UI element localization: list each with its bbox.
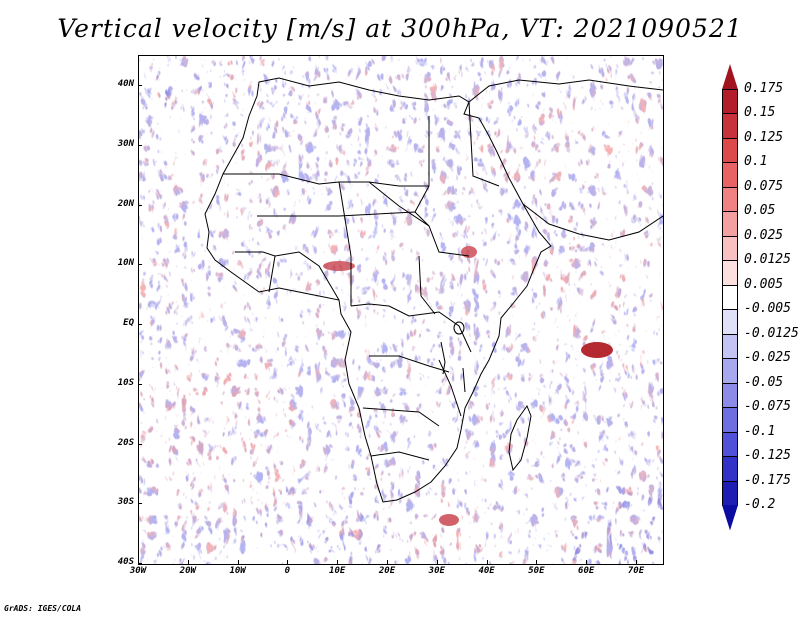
field-neutral-texture [139, 56, 663, 564]
lat-label: 40S [117, 557, 134, 567]
colorbar-swatch [722, 137, 738, 163]
colorbar-swatch [722, 309, 738, 335]
map-canvas [139, 56, 663, 564]
colorbar-label: -0.025 [744, 350, 791, 365]
lon-label: 20E [378, 566, 396, 576]
lon-label: 40E [478, 566, 495, 576]
colorbar-label: -0.1 [744, 423, 776, 439]
colorbar-swatch [722, 382, 738, 408]
colorbar-label: 0.1 [744, 154, 768, 169]
colorbar-swatch [722, 113, 738, 139]
lat-tick [138, 503, 142, 505]
colorbar-label: 0.15 [744, 105, 776, 120]
lon-label: 0 [284, 566, 291, 576]
lat-label: 30N [117, 138, 134, 149]
colorbar-swatch [722, 162, 738, 188]
lon-label: 70E [627, 566, 645, 576]
colorbar-label: 0.025 [744, 227, 784, 243]
lat-label: 40N [117, 79, 134, 89]
lakes [440, 321, 466, 393]
colorbar-label: -0.2 [744, 497, 776, 512]
lat-tick [138, 85, 142, 86]
colorbar-swatch [722, 480, 738, 506]
colorbar-swatch [722, 235, 738, 261]
colorbar-label: 0.005 [744, 276, 784, 292]
lon-tick [536, 560, 538, 564]
map-panel [138, 55, 664, 565]
footer-credit: GrADS: IGES/COLA [4, 604, 82, 613]
colorbar-label: -0.05 [744, 374, 784, 390]
lon-label: 20W [179, 566, 196, 576]
lat-label: 20N [117, 198, 134, 209]
lon-tick [436, 560, 438, 564]
lon-tick [337, 560, 339, 564]
lat-tick [138, 383, 142, 385]
lon-label: 30E [428, 566, 445, 576]
lat-tick [138, 563, 142, 564]
lon-label: 50E [528, 566, 545, 576]
lon-label: 60E [578, 566, 595, 576]
colorbar-label: -0.175 [744, 472, 791, 488]
lat-tick [138, 264, 142, 266]
chart-title: Vertical velocity [m/s] at 300hPa, VT: 2… [57, 14, 743, 43]
colorbar-swatch [722, 211, 738, 237]
lon-tick [387, 560, 388, 564]
colorbar-swatch [722, 333, 738, 359]
colorbar-label: 0.05 [744, 203, 776, 218]
lon-label: 10E [329, 566, 346, 576]
lat-label: 10S [117, 377, 134, 388]
colorbar-label: -0.0125 [744, 325, 799, 341]
colorbar-swatch [722, 260, 738, 286]
lat-tick [138, 204, 142, 206]
lon-tick [486, 560, 488, 564]
lon-label: 10W [229, 566, 246, 576]
colorbar-label: 0.175 [744, 80, 784, 96]
lon-tick [138, 560, 139, 564]
colorbar-label: 0.125 [744, 129, 784, 145]
lon-label: 30W [129, 566, 147, 576]
colorbar-label: -0.075 [744, 399, 791, 414]
colorbar-swatch [722, 456, 738, 482]
colorbar-swatch [722, 88, 738, 114]
lon-tick [287, 560, 289, 564]
lat-label: 20S [117, 437, 134, 448]
colorbar-swatch [722, 284, 738, 310]
lat-label: 10N [117, 258, 134, 269]
lat-tick [138, 324, 142, 325]
lon-tick [636, 560, 637, 564]
lon-tick [586, 560, 588, 564]
colorbar-label: -0.125 [744, 448, 791, 463]
lat-label: EQ [123, 318, 134, 328]
lat-tick [138, 443, 142, 445]
lat-label: 30S [117, 497, 134, 508]
colorbar-swatch [722, 407, 738, 433]
colorbar-swatch [722, 505, 738, 531]
colorbar-label: -0.005 [744, 301, 791, 316]
colorbar-label: 0.0125 [744, 252, 791, 267]
colorbar-swatch [722, 186, 738, 212]
colorbar-swatch [722, 431, 738, 457]
colorbar-swatch [722, 64, 738, 90]
coastlines-borders [204, 77, 663, 503]
lon-tick [237, 560, 239, 564]
colorbar-label: 0.075 [744, 178, 784, 194]
lon-tick [187, 560, 189, 564]
colorbar-swatch [722, 358, 738, 384]
lat-tick [138, 144, 142, 146]
